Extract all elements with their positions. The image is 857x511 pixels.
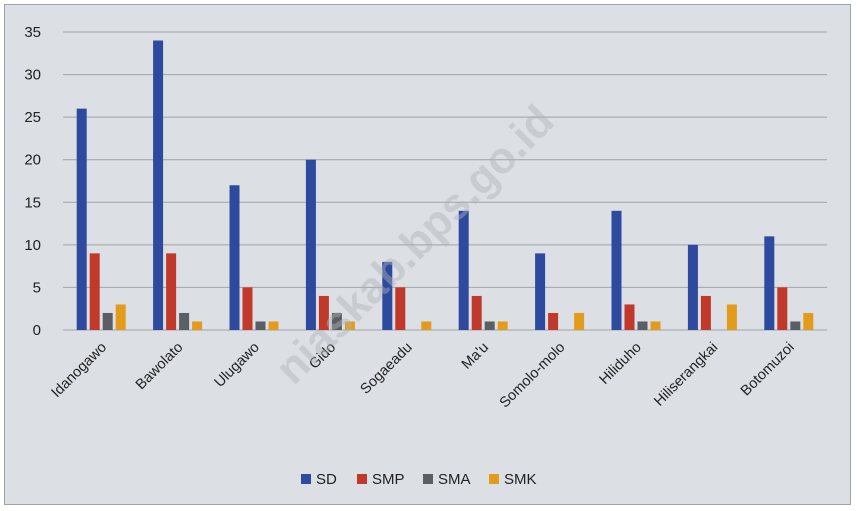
bar-smk-4 [421,321,432,330]
bar-sd-7 [611,210,622,330]
bar-sma-3 [331,312,342,330]
y-tick-label: 25 [24,109,41,126]
legend-label: SMA [438,471,471,488]
bar-smk-0 [115,304,126,330]
bar-smp-4 [395,287,406,330]
x-category-label: Ulugawo [212,340,263,391]
bar-smp-9 [777,287,788,330]
y-tick-label: 15 [24,194,41,211]
bar-smp-2 [242,287,253,330]
bar-sd-5 [458,210,469,330]
y-axis-ticks: 0 5 10 15 20 25 30 35 [24,24,41,339]
y-tick-label: 30 [24,67,41,84]
legend: SD SMP SMA SMK [301,471,537,488]
bar-sd-6 [535,253,546,330]
x-category-label: Somolo-molo [497,340,569,412]
x-category-label: Hiliduho [596,340,644,388]
bar-smp-1 [166,253,177,330]
y-tick-label: 10 [24,237,41,254]
bar-sd-3 [305,159,316,330]
bar-sd-0 [76,108,87,330]
x-category-label: Bawolato [133,340,186,393]
bars [76,40,814,331]
bar-smk-3 [344,321,355,330]
bar-smp-0 [89,253,100,330]
x-category-label: Idanogawo [49,340,110,401]
x-category-label: Botomuzoi [738,340,798,400]
bar-smk-9 [803,312,814,330]
bar-sd-4 [382,261,393,330]
bar-smp-5 [471,295,482,330]
x-axis-labels: Idanogawo Bawolato Ulugawo Gido Sogaeadu Ma'u… [49,340,798,412]
bar-sd-8 [687,244,698,330]
bar-smk-1 [192,321,203,330]
bar-sma-1 [179,312,190,330]
bar-sma-2 [255,321,266,330]
x-category-label: Hiliserangkai [651,340,721,410]
x-category-label: Sogaeadu [358,340,416,398]
y-tick-label: 35 [24,24,41,41]
bar-smk-5 [497,321,508,330]
legend-label: SD [316,471,337,488]
bar-sd-2 [229,185,240,330]
bar-smk-6 [574,312,585,330]
bar-sma-7 [637,321,648,330]
bar-sma-5 [484,321,495,330]
bar-smp-3 [318,295,329,330]
legend-swatch [489,474,499,484]
legend-swatch [423,474,433,484]
bar-sma-9 [790,321,801,330]
legend-swatch [357,474,367,484]
bar-smk-7 [650,321,661,330]
bar-smp-7 [624,304,635,330]
bar-sd-9 [764,236,775,330]
bar-sma-0 [102,312,113,330]
bar-smp-6 [548,312,559,330]
bar-smk-2 [268,321,279,330]
bar-smk-8 [726,304,737,330]
bar-sd-1 [153,40,164,331]
legend-label: SMP [372,471,405,488]
y-tick-label: 20 [24,152,41,169]
chart-frame: 0 5 10 15 20 25 30 35 Idanogawo Bawolato Ulugawo G… [4,4,851,505]
bar-smp-8 [700,295,711,330]
legend-label: SMK [504,471,537,488]
legend-swatch [301,474,311,484]
y-tick-label: 5 [33,279,41,296]
gridlines [63,31,827,331]
x-category-label: Ma'u [459,340,492,373]
y-tick-label: 0 [33,322,41,339]
